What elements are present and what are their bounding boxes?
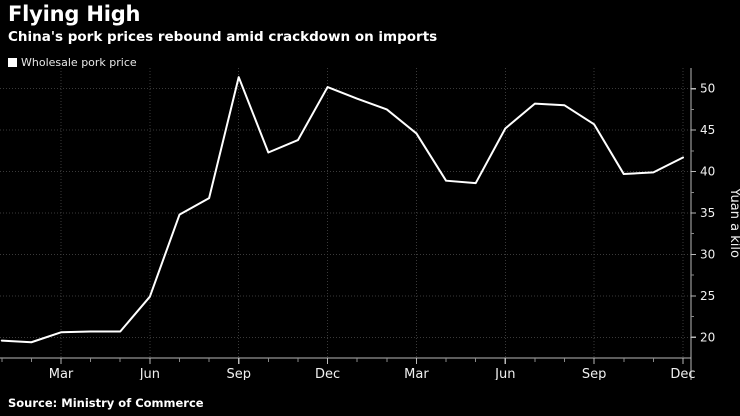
y-axis-title: Yuan a kilo <box>727 187 740 258</box>
chart-legend: Wholesale pork price <box>8 56 137 69</box>
page-subtitle: China's pork prices rebound amid crackdo… <box>8 29 438 45</box>
x-tick-label: Sep <box>582 367 607 380</box>
y-tick-label: 45 <box>700 123 715 137</box>
x-tick-label: Jun <box>139 367 160 380</box>
y-tick-label: 25 <box>700 289 715 303</box>
y-tick-label: 40 <box>700 165 715 179</box>
x-tick-label: Sep <box>226 367 251 380</box>
legend-swatch-icon <box>8 58 17 67</box>
chart-plot-area: 20253035404550MarJunSepDecMarJunSepDec20… <box>0 68 740 380</box>
x-tick-label: Dec <box>315 367 340 380</box>
x-tick-label: Mar <box>49 367 74 380</box>
x-tick-label: Mar <box>404 367 429 380</box>
y-tick-label: 30 <box>700 247 715 261</box>
line-chart: 20253035404550MarJunSepDecMarJunSepDec20… <box>0 68 740 380</box>
x-tick-label: Dec <box>670 367 695 380</box>
y-tick-label: 20 <box>700 330 715 344</box>
legend-item-label: Wholesale pork price <box>21 56 137 69</box>
y-tick-label: 50 <box>700 82 715 96</box>
x-tick-label: Jun <box>494 367 515 380</box>
y-tick-label: 35 <box>700 206 715 220</box>
chart-header: Flying High China's pork prices rebound … <box>8 2 732 46</box>
series-line-wholesale-pork-price <box>0 76 684 344</box>
chart-footer: Source: Ministry of Commerce <box>8 396 204 410</box>
source-note: Source: Ministry of Commerce <box>8 396 204 410</box>
page-title: Flying High <box>8 2 141 26</box>
